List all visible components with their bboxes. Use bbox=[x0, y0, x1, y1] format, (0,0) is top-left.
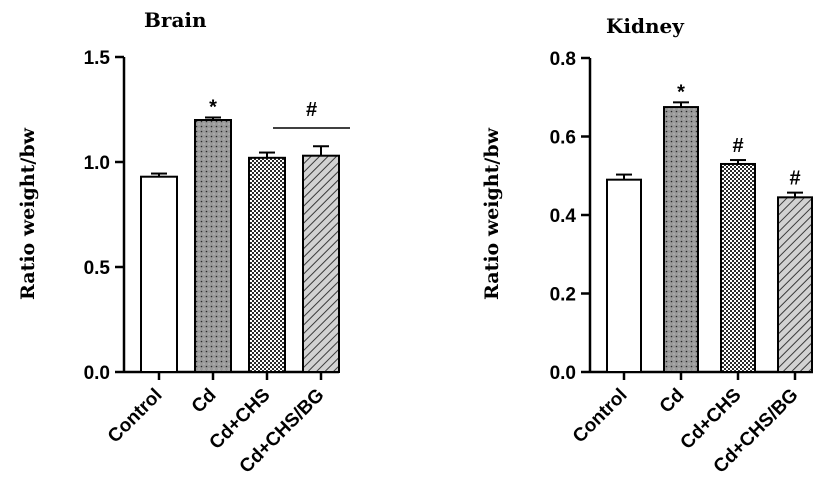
bar bbox=[720, 162, 756, 373]
x-tick-label: Control bbox=[104, 385, 167, 448]
chart-kidney: Kidney Ratio weight/bw 0.0 0.2 0.4 0.6 0.8 Co… bbox=[481, 14, 813, 478]
y-tick-label: 0.4 bbox=[550, 206, 577, 227]
x-tick-label: Cd bbox=[188, 385, 221, 418]
x-tick-label: Cd bbox=[656, 385, 689, 418]
bar bbox=[302, 154, 340, 373]
bar bbox=[140, 175, 178, 373]
y-tick-label: 0.5 bbox=[84, 258, 111, 279]
significance-marker: # bbox=[789, 168, 800, 190]
y-tick-label: 1.5 bbox=[84, 48, 111, 69]
x-tick-label: Control bbox=[569, 385, 632, 448]
y-axis-label: Ratio weight/bw bbox=[481, 127, 503, 300]
y-tick-label: 0.0 bbox=[84, 363, 110, 384]
bar bbox=[606, 178, 642, 373]
bar bbox=[777, 196, 813, 373]
bar bbox=[248, 156, 286, 373]
y-tick-label: 1.0 bbox=[84, 153, 110, 174]
significance-marker: # bbox=[306, 99, 317, 121]
y-tick-label: 0.2 bbox=[550, 285, 576, 306]
chart-brain: Brain Ratio weight/bw 0.0 0.5 1.0 1.5 Contro… bbox=[17, 8, 350, 478]
significance-marker: # bbox=[732, 135, 743, 157]
y-tick-label: 0.6 bbox=[550, 128, 576, 149]
y-tick-label: 0.0 bbox=[550, 363, 576, 384]
y-tick-label: 0.8 bbox=[550, 49, 576, 70]
bar bbox=[663, 106, 699, 373]
chart-title: Brain bbox=[144, 8, 207, 32]
y-axis-label: Ratio weight/bw bbox=[17, 127, 39, 300]
chart-title: Kidney bbox=[606, 14, 685, 38]
significance-marker: * bbox=[677, 81, 685, 103]
bar bbox=[194, 119, 232, 373]
significance-marker: * bbox=[209, 96, 217, 118]
